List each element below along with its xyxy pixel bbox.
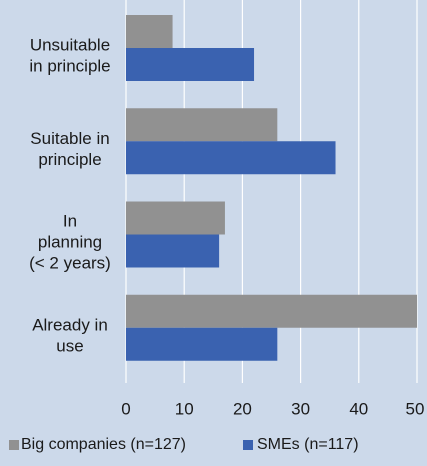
category-label: Already in [32, 315, 108, 334]
legend: Big companies (n=127) SMEs (n=117) [9, 436, 359, 453]
x-tick-label: 30 [291, 399, 310, 418]
category-label: use [56, 336, 83, 355]
category-label: Suitable in [30, 129, 109, 148]
x-axis-ticks: 0 10 20 30 40 50 [121, 399, 424, 418]
category-label: in principle [29, 57, 110, 76]
x-tick-label: 40 [349, 399, 368, 418]
legend-swatch-1 [243, 440, 253, 450]
bar-smes-3 [126, 327, 278, 361]
legend-swatch-0 [9, 440, 19, 450]
bar-smes-1 [126, 141, 336, 175]
legend-label-1: SMEs (n=117) [257, 436, 359, 453]
category-label: planning [38, 233, 102, 252]
x-tick-label: 50 [406, 399, 425, 418]
category-label: principle [38, 150, 101, 169]
category-labels: Unsuitable in principle Suitable in princip… [29, 36, 111, 356]
bar-smes-0 [126, 48, 255, 81]
bar-big-companies-1 [126, 108, 278, 142]
x-tick-label: 10 [175, 399, 194, 418]
bars [126, 15, 417, 361]
category-label: (< 2 years) [29, 254, 111, 273]
legend-label-0: Big companies (n=127) [21, 436, 186, 453]
bar-big-companies-0 [126, 15, 173, 48]
category-label: Unsuitable [30, 36, 110, 55]
bar-big-companies-2 [126, 201, 225, 235]
bar-smes-2 [126, 234, 220, 268]
bar-big-companies-3 [126, 294, 417, 328]
x-tick-label: 0 [121, 399, 130, 418]
x-tick-label: 20 [233, 399, 252, 418]
category-label: In [63, 212, 77, 231]
